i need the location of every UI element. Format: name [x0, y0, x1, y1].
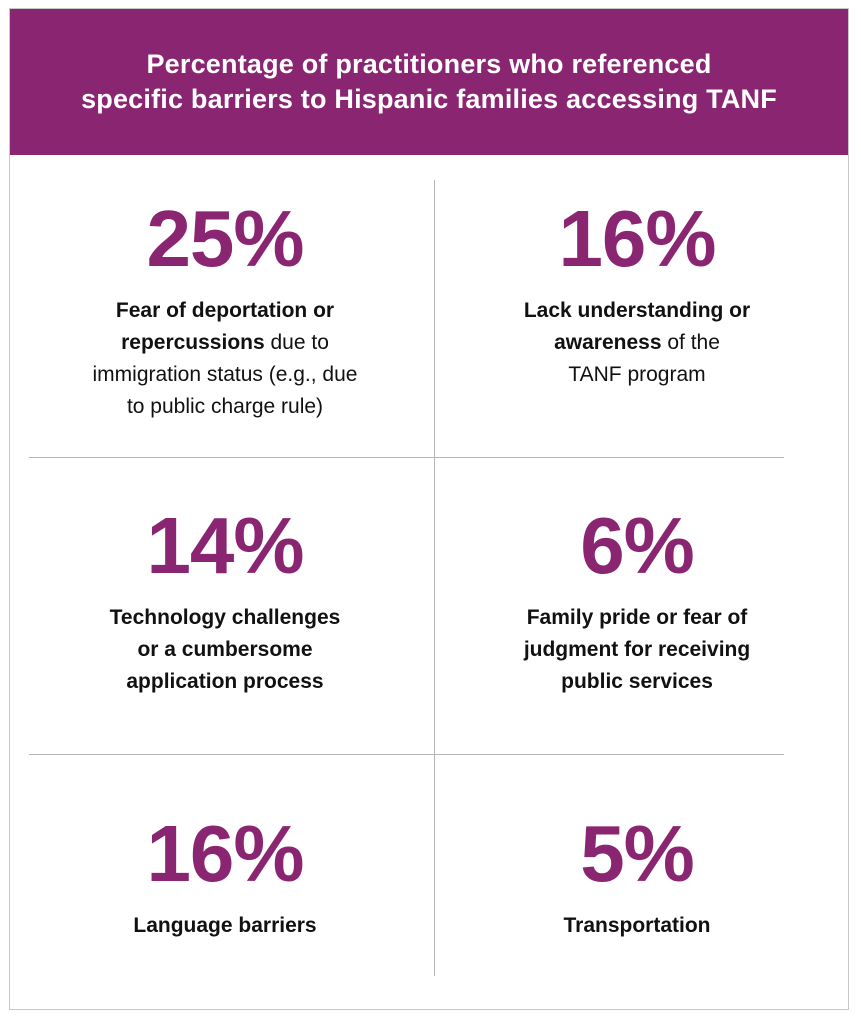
stat-cell-deportation: 25% Fear of deportation or repercussions…	[75, 199, 375, 423]
stat-value: 6%	[580, 501, 695, 590]
stat-label: Lack understanding or awareness of the T…	[487, 295, 787, 391]
stat-label-tail: of the	[661, 331, 720, 354]
horizontal-divider-1	[29, 457, 784, 458]
stat-label-bold-line: Language barriers	[133, 914, 317, 937]
stat-value: 16%	[146, 809, 304, 898]
stat-label-tail: due to	[264, 331, 329, 354]
stat-cell-transportation: 5% Transportation	[487, 814, 787, 942]
header-title-line-2: specific barriers to Hispanic families a…	[81, 84, 777, 114]
stat-value: 25%	[146, 194, 304, 283]
stat-label-bold-word: awareness	[554, 331, 662, 354]
stat-label-bold-word: repercussions	[121, 331, 265, 354]
header-banner: Percentage of practitioners who referenc…	[10, 9, 848, 155]
stat-label-bold-line: Lack understanding or	[523, 299, 751, 322]
stat-label-bold-line: or a cumbersome	[137, 638, 313, 661]
stat-label-line: to public charge rule)	[126, 395, 324, 418]
stat-label-line: TANF program	[568, 363, 706, 386]
stat-label: Transportation	[487, 910, 787, 942]
stat-label: Language barriers	[75, 910, 375, 942]
stat-cell-family-pride: 6% Family pride or fear of judgment for …	[487, 506, 787, 698]
stat-label: Technology challenges or a cumbersome ap…	[75, 602, 375, 698]
stat-label-bold-line: application process	[126, 670, 324, 693]
stat-label-bold-line: Transportation	[563, 914, 711, 937]
header-title: Percentage of practitioners who referenc…	[81, 47, 777, 117]
stat-label-bold-line: Technology challenges	[109, 606, 341, 629]
stat-cell-language: 16% Language barriers	[75, 814, 375, 942]
stat-label-bold-line: public services	[561, 670, 713, 693]
stat-cell-awareness: 16% Lack understanding or awareness of t…	[487, 199, 787, 391]
stat-label-line: immigration status (e.g., due	[92, 363, 358, 386]
stat-label: Family pride or fear of judgment for rec…	[487, 602, 787, 698]
stat-label: Fear of deportation or repercussions due…	[75, 295, 375, 423]
header-title-line-1: Percentage of practitioners who referenc…	[146, 49, 712, 79]
vertical-divider	[434, 180, 435, 976]
stat-value: 14%	[146, 501, 304, 590]
stat-value: 16%	[558, 194, 716, 283]
infographic-frame: Percentage of practitioners who referenc…	[9, 8, 849, 1010]
stat-label-bold-line: judgment for receiving	[523, 638, 751, 661]
stat-value: 5%	[580, 809, 695, 898]
stat-label-bold-line: Fear of deportation or	[115, 299, 335, 322]
stat-label-bold-line: Family pride or fear of	[526, 606, 748, 629]
stat-cell-technology: 14% Technology challenges or a cumbersom…	[75, 506, 375, 698]
horizontal-divider-2	[29, 754, 784, 755]
